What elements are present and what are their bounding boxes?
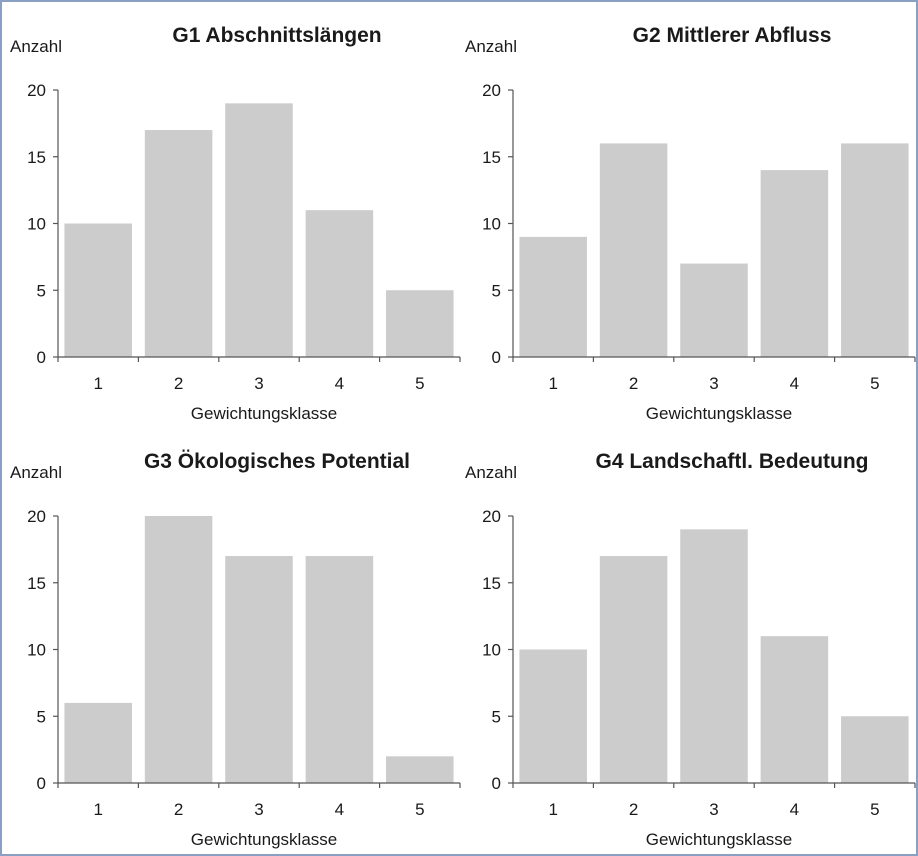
bar-5 — [841, 716, 909, 783]
bar-5 — [386, 756, 454, 783]
x-tick-label: 2 — [629, 800, 638, 819]
y-tick-label: 5 — [492, 707, 501, 726]
x-tick-label: 2 — [174, 800, 183, 819]
chart-title: G4 Landschaftl. Bedeutung — [595, 450, 868, 473]
bar-2 — [144, 516, 213, 783]
bar-2 — [144, 130, 213, 357]
y-tick-label: 10 — [27, 215, 46, 234]
y-tick-label: 20 — [27, 507, 46, 526]
y-tick-label: 5 — [37, 281, 46, 300]
chart-title: G1 Abschnittslängen — [172, 24, 381, 47]
y-tick-label: 10 — [482, 641, 501, 660]
bar-1 — [64, 702, 132, 783]
y-tick-label: 0 — [492, 774, 501, 793]
x-axis-label: Gewichtungsklasse — [646, 404, 792, 423]
y-tick-label: 15 — [482, 148, 501, 167]
x-tick-label: 1 — [93, 374, 102, 393]
x-tick-label: 5 — [870, 374, 879, 393]
x-tick-label: 2 — [174, 374, 183, 393]
bar-4 — [305, 556, 374, 783]
bar-3 — [225, 556, 293, 783]
y-tick-label: 15 — [482, 574, 501, 593]
y-axis-label: Anzahl — [465, 463, 517, 482]
x-tick-label: 3 — [254, 800, 263, 819]
chart-title: G2 Mittlerer Abfluss — [633, 24, 832, 47]
bar-5 — [386, 290, 454, 357]
x-tick-label: 3 — [709, 800, 718, 819]
chart-g2: 0 5 10 15 20 1 2 3 4 5 G2 Mittlerer Abfluss Anzahl G… — [465, 24, 916, 423]
y-tick-label: 20 — [482, 507, 501, 526]
y-tick-label: 10 — [27, 641, 46, 660]
bar-4 — [760, 636, 829, 783]
bar-3 — [225, 103, 293, 357]
y-axis-label: Anzahl — [10, 37, 62, 56]
chart-g1: 0 5 10 15 20 1 2 3 4 5 G1 Abschnittslängen Anzahl Ge… — [10, 24, 461, 423]
bar-4 — [305, 210, 374, 357]
x-tick-label: 4 — [790, 800, 799, 819]
bar-3 — [680, 529, 748, 783]
bar-3 — [680, 263, 748, 357]
y-tick-label: 0 — [37, 348, 46, 367]
x-tick-label: 4 — [335, 800, 344, 819]
x-axis-label: Gewichtungsklasse — [646, 830, 792, 849]
y-tick-label: 15 — [27, 574, 46, 593]
x-tick-label: 2 — [629, 374, 638, 393]
y-tick-label: 10 — [482, 215, 501, 234]
x-tick-label: 5 — [415, 800, 424, 819]
bar-2 — [599, 143, 668, 357]
x-tick-label: 1 — [548, 374, 557, 393]
x-tick-label: 3 — [709, 374, 718, 393]
x-tick-label: 1 — [93, 800, 102, 819]
chart-g3: 0 5 10 15 20 1 2 3 4 5 G3 Ökologisches Potential An… — [10, 450, 461, 849]
x-tick-label: 1 — [548, 800, 557, 819]
chart-title: G3 Ökologisches Potential — [144, 450, 410, 473]
bar-4 — [760, 170, 829, 357]
bar-2 — [599, 556, 668, 783]
y-axis-label: Anzahl — [465, 37, 517, 56]
bar-1 — [64, 223, 132, 357]
x-tick-label: 3 — [254, 374, 263, 393]
y-tick-label: 5 — [492, 281, 501, 300]
x-tick-label: 4 — [335, 374, 344, 393]
x-axis-label: Gewichtungsklasse — [191, 830, 337, 849]
y-tick-label: 20 — [482, 81, 501, 100]
y-tick-label: 15 — [27, 148, 46, 167]
x-tick-label: 5 — [870, 800, 879, 819]
y-tick-label: 20 — [27, 81, 46, 100]
y-tick-label: 5 — [37, 707, 46, 726]
x-axis-label: Gewichtungsklasse — [191, 404, 337, 423]
y-tick-label: 0 — [37, 774, 46, 793]
bar-1 — [519, 236, 587, 357]
bar-1 — [519, 649, 587, 783]
x-tick-label: 4 — [790, 374, 799, 393]
x-tick-label: 5 — [415, 374, 424, 393]
y-tick-label: 0 — [492, 348, 501, 367]
chart-g4: 0 5 10 15 20 1 2 3 4 5 G4 Landschaftl. Bedeutung An… — [465, 450, 916, 849]
y-axis-label: Anzahl — [10, 463, 62, 482]
bar-5 — [841, 143, 909, 357]
